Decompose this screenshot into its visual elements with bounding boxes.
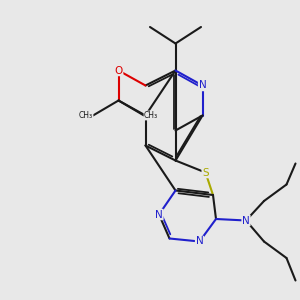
Text: N: N bbox=[155, 209, 163, 220]
Text: CH₃: CH₃ bbox=[144, 111, 158, 120]
Text: N: N bbox=[196, 236, 203, 247]
Text: CH₃: CH₃ bbox=[79, 111, 93, 120]
Text: N: N bbox=[242, 215, 250, 226]
Text: S: S bbox=[202, 167, 209, 178]
Text: N: N bbox=[199, 80, 206, 91]
Text: O: O bbox=[114, 65, 123, 76]
